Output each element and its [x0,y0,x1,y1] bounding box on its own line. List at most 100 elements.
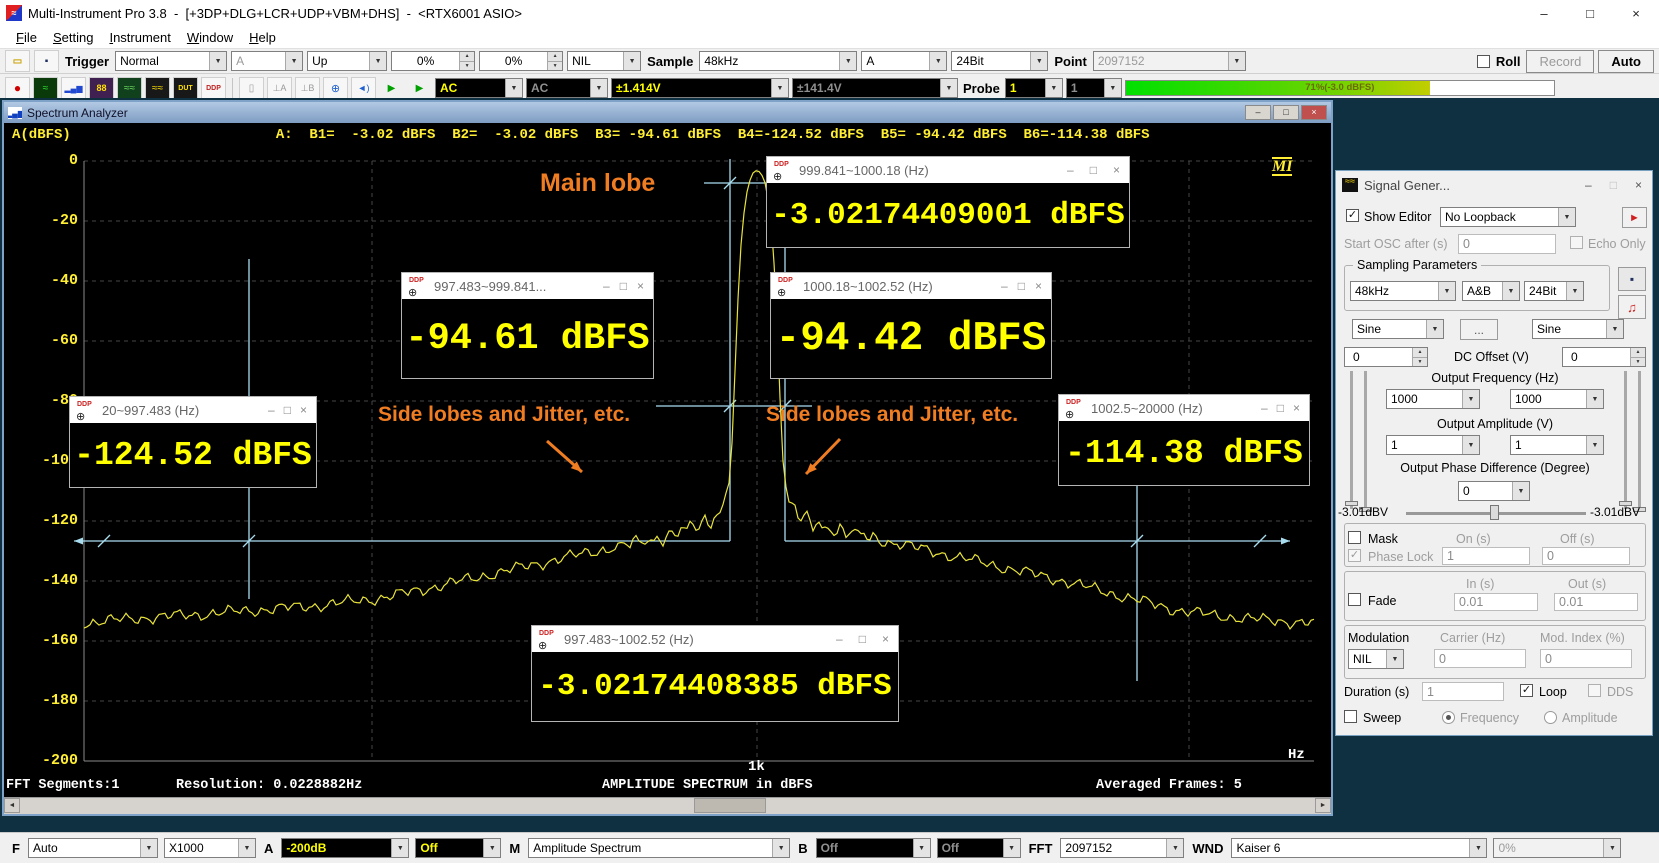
main-title-bar[interactable]: ≈ Multi-Instrument Pro 3.8 - [+3DP+DLG+L… [0,0,1659,26]
close-icon[interactable]: × [1301,105,1327,120]
ddp-title-bar[interactable]: DDP ⊕ 997.483~1002.52 (Hz) – □ × [532,626,898,652]
spin-up-icon[interactable]: ▲ [1631,348,1645,357]
spin-up-icon[interactable]: ▲ [548,52,563,61]
trigger-edge-select[interactable]: Up ▼ [307,51,388,71]
run-hold-icon[interactable]: ▶ [415,82,424,94]
minimize-icon[interactable]: – [603,279,610,293]
spectrum-window-title-bar[interactable]: ▂▄▆ Spectrum Analyzer – □ × [4,102,1331,123]
dut-icon[interactable]: DUT [173,77,198,99]
b-compare-select[interactable]: Off ▼ [936,838,1021,858]
close-icon[interactable]: × [1292,401,1300,415]
hpf-select[interactable]: NIL ▼ [567,51,642,71]
x-multiplier-select[interactable]: X1000 ▼ [163,838,256,858]
sample-rate-select[interactable]: 48kHz ▼ [699,51,858,71]
probe-a-factor-select[interactable]: 1 ▼ [1004,78,1063,98]
maximize-icon[interactable]: □ [858,632,866,646]
close-icon[interactable]: × [1634,178,1642,192]
generator-channels-select[interactable]: A&B ▼ [1462,281,1520,301]
minimize-icon[interactable]: – [1001,279,1008,293]
auto-button[interactable]: Auto [1598,49,1654,73]
open-file-icon[interactable]: ▭ [5,50,30,72]
maximize-icon[interactable]: □ [1586,5,1594,21]
slider-handle[interactable] [1345,501,1358,506]
level-slider-a-right[interactable] [1624,371,1627,509]
balance-slider-thumb[interactable] [1490,505,1499,520]
minimize-icon[interactable]: – [1245,105,1271,120]
maximize-icon[interactable]: □ [619,279,627,293]
spectrum-3d-plot-icon[interactable]: ≈≈ [117,77,142,99]
minimize-icon[interactable]: – [1540,5,1548,21]
dc-offset-b-stepper[interactable]: 0 ▲ ▼ [1562,347,1646,367]
minimize-icon[interactable]: – [1585,178,1592,192]
waveform-b-select[interactable]: Sine ▼ [1532,319,1624,339]
ddp-title-bar[interactable]: DDP ⊕ 1002.5~20000 (Hz) – □ × [1059,395,1309,421]
run-icon[interactable]: ▶ [387,82,396,94]
ddp-title-bar[interactable]: DDP ⊕ 1000.18~1002.52 (Hz) – □ × [771,273,1051,299]
menu-instrument[interactable]: Instrument [109,29,171,45]
spin-down-icon[interactable]: ▼ [548,60,563,70]
maximize-icon[interactable]: □ [1609,178,1617,192]
trigger-delay-stepper[interactable]: 0% ▲ ▼ [479,51,564,71]
channel-b-coupling-select[interactable]: AC ▼ [526,78,608,98]
scrollbar-thumb[interactable] [694,798,766,813]
minimize-icon[interactable]: – [836,632,843,646]
ddp-title-bar[interactable]: DDP ⊕ 20~997.483 (Hz) – □ × [70,397,316,423]
roll-checkbox[interactable] [1476,54,1490,68]
trigger-mode-select[interactable]: Normal ▼ [115,51,228,71]
trigger-source-select[interactable]: A ▼ [231,51,304,71]
sweep-checkbox[interactable] [1344,710,1357,723]
spin-up-icon[interactable]: ▲ [460,52,475,61]
waveform-a-select[interactable]: Sine ▼ [1352,319,1444,339]
show-editor-checkbox[interactable]: ✓ [1346,209,1359,222]
a-range-select[interactable]: -200dB ▼ [281,838,410,858]
probe-a-icon[interactable]: ⊥A [267,77,292,99]
oscilloscope-icon[interactable]: ● [5,77,30,99]
close-icon[interactable]: × [881,632,889,646]
calibration-magnifier-icon[interactable]: ⊕ [323,77,348,99]
window-function-select[interactable]: Kaiser 6 ▼ [1231,838,1488,858]
fade-checkbox[interactable] [1348,593,1361,606]
horizontal-scrollbar[interactable]: ◄ ► [4,797,1331,814]
bit-depth-select[interactable]: 24Bit ▼ [951,51,1049,71]
close-icon[interactable]: × [299,403,307,417]
spin-up-icon[interactable]: ▲ [1413,348,1427,357]
menu-file[interactable]: File [16,29,37,45]
maximize-icon[interactable]: □ [283,403,291,417]
menu-help[interactable]: Help [249,29,276,45]
sweep-amplitude-radio[interactable] [1544,711,1557,724]
multimeter-icon[interactable]: 88 [89,77,114,99]
maximize-icon[interactable]: □ [1017,279,1025,293]
scroll-left-icon[interactable]: ◄ [4,798,20,813]
signal-generator-title-bar[interactable]: ≈≈ Signal Gener... – □ × [1336,171,1652,199]
dc-offset-a-stepper[interactable]: 0 ▲ ▼ [1344,347,1428,367]
probe-b-icon[interactable]: ⊥B [295,77,320,99]
a-compare-select[interactable]: Off ▼ [415,838,502,858]
save-signal-icon[interactable]: ▪ [1618,267,1646,291]
modulation-type-select[interactable]: NIL ▼ [1348,649,1404,669]
mic-icon[interactable]: ▯ [239,77,264,99]
signal-generator-icon[interactable]: ≈ [33,77,58,99]
save-file-icon[interactable]: ▪ [34,50,59,72]
mask-checkbox[interactable] [1348,531,1361,544]
view-mode-select[interactable]: Amplitude Spectrum ▼ [528,838,791,858]
more-options-button[interactable]: ... [1460,319,1498,340]
minimize-icon[interactable]: – [1261,401,1268,415]
generator-bit-depth-select[interactable]: 24Bit ▼ [1524,281,1584,301]
close-icon[interactable]: × [1112,163,1120,177]
scroll-right-icon[interactable]: ► [1315,798,1331,813]
slider-handle[interactable] [1619,501,1632,506]
device-test-plan-icon[interactable]: ≈≈ [145,77,170,99]
ddp-title-bar[interactable]: DDP ⊕ 997.483~999.841... – □ × [402,273,653,299]
frequency-scale-select[interactable]: Auto ▼ [27,838,158,858]
fft-size-select[interactable]: 2097152 ▼ [1060,838,1185,858]
level-slider-a-left[interactable] [1350,371,1353,509]
minimize-icon[interactable]: – [268,403,275,417]
restore-icon[interactable]: □ [1273,105,1299,120]
sample-channel-select[interactable]: A ▼ [861,51,948,71]
close-icon[interactable]: × [636,279,644,293]
generator-run-button[interactable]: ► [1622,207,1647,228]
generator-sample-rate-select[interactable]: 48kHz ▼ [1350,281,1456,301]
level-slider-b-left[interactable] [1364,371,1367,509]
maximize-icon[interactable]: □ [1089,163,1097,177]
level-slider-b-right[interactable] [1638,371,1641,509]
